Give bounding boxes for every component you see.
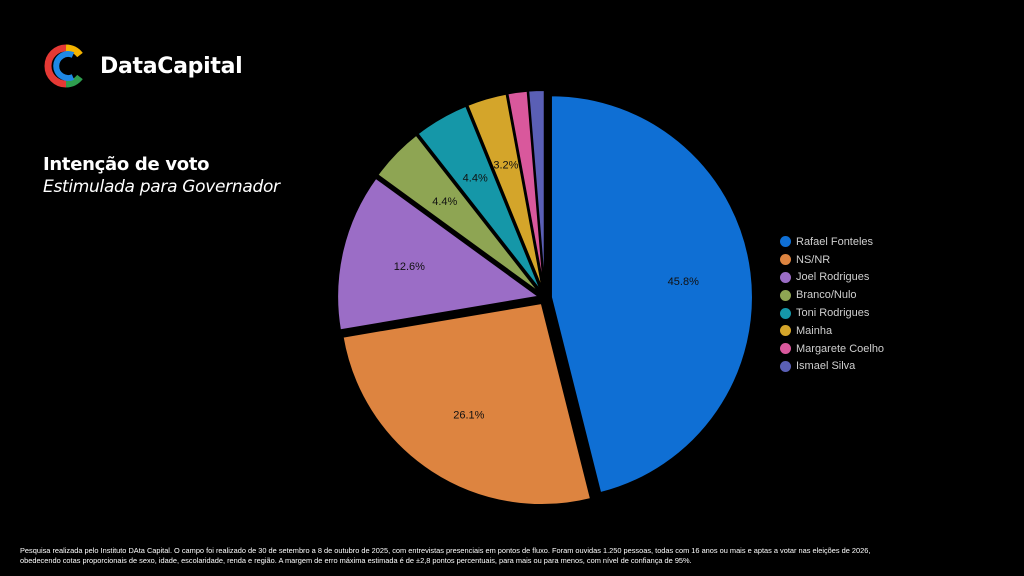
footnote-line-2: obedecendo cotas proporcionais de sexo, … xyxy=(20,556,692,565)
footnote: Pesquisa realizada pelo Instituto DAta C… xyxy=(20,546,1010,566)
legend-label: Toni Rodrigues xyxy=(796,307,870,320)
legend-label: Ismael Silva xyxy=(796,360,856,373)
footnote-line-1: Pesquisa realizada pelo Instituto DAta C… xyxy=(20,546,871,555)
legend-item: NS/NR xyxy=(780,251,884,269)
data-label-toni-rodrigues: 4.4% xyxy=(463,172,488,184)
data-label-ns-nr: 26.1% xyxy=(453,410,484,422)
legend-swatch xyxy=(780,289,791,301)
legend-item: Margarete Coelho xyxy=(780,340,884,358)
pie-slice-rafael-fonteles xyxy=(549,94,754,495)
data-label-rafael-fonteles: 45.8% xyxy=(668,276,699,288)
legend-item: Rafael Fonteles xyxy=(780,233,884,251)
legend-item: Ismael Silva xyxy=(780,358,884,376)
chart-subtitle: Estimulada para Governador xyxy=(43,177,280,197)
pie-slice-ns-nr xyxy=(341,301,593,506)
brand-logo: DataCapital xyxy=(40,40,243,92)
data-label-branco-nulo: 4.4% xyxy=(432,196,457,208)
legend-swatch xyxy=(780,360,791,372)
chart-title: Intenção de voto xyxy=(43,154,210,175)
legend-swatch xyxy=(780,236,791,248)
legend-swatch xyxy=(780,254,791,266)
legend-swatch xyxy=(780,343,791,355)
data-label-mainha: 3.2% xyxy=(493,159,518,171)
legend-label: Joel Rodrigues xyxy=(796,271,870,284)
legend-item: Mainha xyxy=(780,322,884,340)
chart-legend: Rafael Fonteles NS/NR Joel Rodrigues Branco… xyxy=(780,233,884,375)
legend-label: Margarete Coelho xyxy=(796,342,885,355)
legend-swatch xyxy=(780,325,791,337)
legend-label: Branco/Nulo xyxy=(796,289,857,302)
pie-slice-toni-rodrigues xyxy=(416,104,543,294)
legend-swatch xyxy=(780,307,791,319)
brand-name: DataCapital xyxy=(100,53,243,79)
legend-label: Rafael Fonteles xyxy=(796,235,874,248)
legend-item: Branco/Nulo xyxy=(780,286,884,304)
legend-swatch xyxy=(780,271,791,283)
legend-label: NS/NR xyxy=(796,253,831,266)
datacapital-logo-icon xyxy=(44,44,83,88)
legend-label: Mainha xyxy=(796,324,833,337)
pie-slice-joel-rodrigues xyxy=(336,176,542,332)
chart-heading: Intenção de voto Estimulada para Governa… xyxy=(43,154,280,197)
data-label-joel-rodrigues: 12.6% xyxy=(394,261,425,273)
pie-slice-ismael-silva xyxy=(527,89,546,293)
legend-item: Joel Rodrigues xyxy=(780,269,884,287)
pie-slice-branco-nulo xyxy=(375,133,542,295)
legend-item: Toni Rodrigues xyxy=(780,304,884,322)
